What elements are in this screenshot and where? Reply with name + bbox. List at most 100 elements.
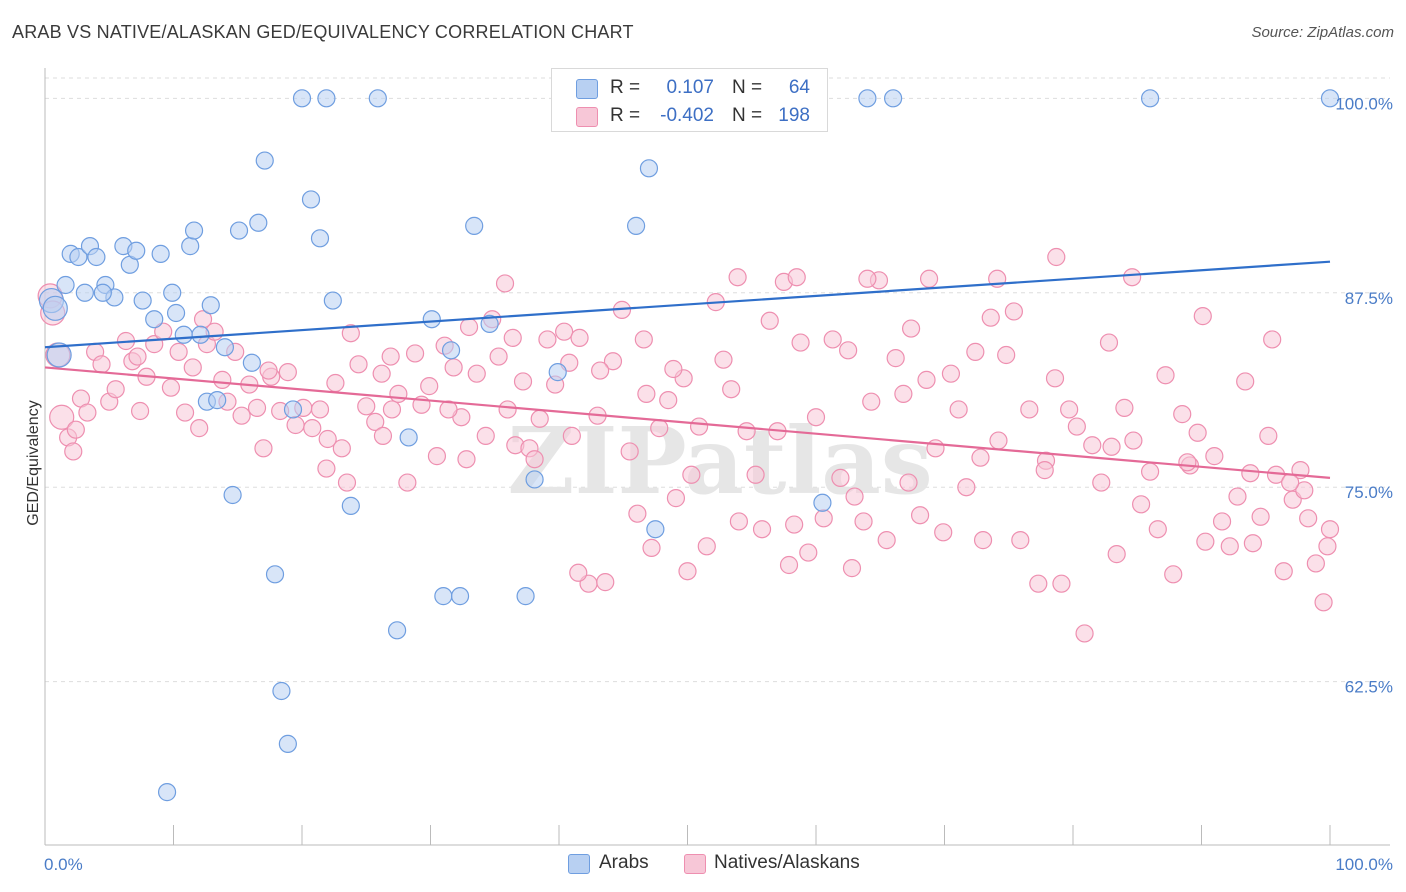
data-point: [862, 392, 881, 411]
data-point: [806, 408, 826, 427]
data-point: [1148, 520, 1167, 539]
data-point: [791, 333, 810, 352]
data-point: [286, 415, 305, 435]
tick-labels: 62.5% 75.0% 87.5% 100.0% 0.0% 100.0%: [44, 94, 1393, 874]
data-point: [883, 89, 903, 108]
data-point: [894, 384, 913, 403]
data-point: [163, 283, 182, 302]
data-point: [49, 404, 75, 430]
data-point: [337, 473, 357, 492]
data-point: [310, 229, 330, 248]
data-point: [1295, 481, 1314, 500]
data-point: [476, 426, 495, 445]
data-point: [989, 431, 1008, 450]
data-point: [697, 537, 716, 556]
data-point: [752, 520, 772, 539]
data-point: [971, 448, 990, 467]
data-point: [570, 328, 589, 347]
data-point: [405, 344, 425, 363]
chart-title: ARAB VS NATIVE/ALASKAN GED/EQUIVALENCY C…: [12, 22, 634, 42]
stats-n-label: N =: [732, 77, 763, 98]
source-label: Source: ZipAtlas.com: [1251, 24, 1394, 41]
data-point: [899, 473, 918, 492]
data-point: [389, 384, 408, 403]
data-point: [92, 355, 111, 374]
data-point: [495, 274, 515, 293]
data-point: [1318, 537, 1337, 556]
data-point: [183, 358, 202, 377]
data-point: [639, 159, 659, 178]
data-point: [562, 426, 581, 445]
data-point: [174, 325, 193, 344]
axes: [44, 68, 1390, 846]
data-point: [326, 373, 345, 393]
data-point: [603, 352, 623, 371]
stats-row-natives: R = -0.402 N = 198: [552, 101, 827, 129]
data-point: [1115, 398, 1134, 417]
data-point: [1251, 507, 1270, 526]
data-point: [175, 403, 195, 422]
trend-line: [44, 260, 1331, 349]
data-point: [1236, 372, 1255, 391]
data-point: [272, 681, 291, 701]
data-point: [459, 317, 479, 337]
data-point: [650, 419, 669, 438]
y-axis-label: GED/Equivalency: [25, 400, 42, 525]
data-point: [1083, 436, 1102, 455]
data-point: [1193, 307, 1212, 326]
data-point: [1011, 531, 1030, 550]
data-point: [934, 523, 953, 542]
stats-n-value: 64: [788, 77, 810, 98]
data-point: [93, 283, 112, 302]
data-point: [387, 621, 407, 640]
data-point: [213, 370, 232, 389]
data-point: [420, 377, 439, 396]
data-point: [854, 512, 873, 531]
data-point: [785, 515, 804, 534]
data-point: [498, 400, 517, 419]
data-point: [341, 496, 360, 515]
data-point: [66, 420, 85, 439]
data-point: [465, 216, 484, 235]
data-point: [130, 401, 150, 421]
data-point: [910, 506, 930, 525]
stats-r-value: 0.107: [666, 77, 714, 98]
x-tick-label: 100.0%: [1335, 855, 1393, 874]
data-point: [1299, 509, 1318, 528]
data-point: [1124, 431, 1143, 450]
legend-label-natives: Natives/Alaskans: [714, 852, 860, 873]
data-point: [341, 324, 360, 343]
data-point: [190, 419, 209, 438]
data-point: [538, 330, 557, 349]
y-tick-label: 87.5%: [1345, 289, 1393, 308]
data-point: [728, 268, 747, 287]
y-tick-label: 100.0%: [1335, 94, 1393, 113]
data-point: [1228, 487, 1247, 506]
data-point: [787, 268, 806, 287]
data-point: [858, 269, 877, 288]
data-point: [845, 487, 864, 506]
data-point: [366, 412, 385, 431]
data-point: [1281, 473, 1300, 492]
data-point: [628, 504, 647, 523]
data-point: [917, 370, 936, 389]
data-point: [181, 237, 200, 256]
data-point: [42, 295, 68, 321]
data-point: [254, 439, 273, 458]
data-point: [814, 509, 833, 528]
data-point: [128, 347, 147, 366]
data-point: [317, 89, 336, 108]
data-point: [265, 565, 285, 584]
data-point: [525, 450, 544, 469]
data-point: [278, 734, 297, 753]
data-point: [1188, 423, 1207, 442]
data-point: [901, 319, 921, 338]
data-point: [292, 89, 312, 108]
data-point: [746, 465, 765, 484]
stats-row-arabs: R = 0.107 N = 64: [552, 73, 827, 101]
data-point: [278, 363, 297, 382]
legend-swatch-natives: [684, 854, 706, 874]
data-point: [831, 468, 850, 487]
data-point: [957, 478, 976, 497]
data-point: [919, 269, 939, 288]
